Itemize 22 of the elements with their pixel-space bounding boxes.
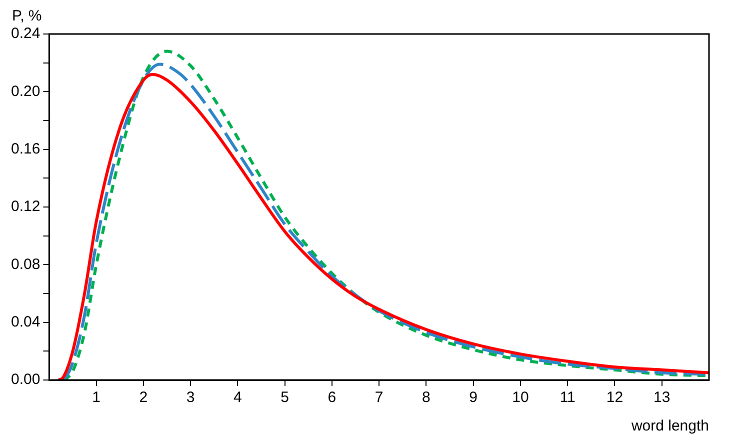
y-tick-label: 0.24 [10,25,40,42]
y-tick-label: 0.12 [10,198,40,216]
x-tick-label: 1 [92,389,100,406]
x-tick-label: 8 [422,389,430,406]
x-axis-title: word length [630,418,709,435]
x-tick-label: 2 [139,389,148,406]
x-tick-label: 4 [234,389,242,406]
y-tick-label: 0.08 [10,256,40,273]
y-tick-label: 0.04 [10,313,40,330]
y-tick-label: 0.16 [10,140,40,158]
x-tick-label: 12 [606,389,624,406]
y-tick-label: 0.20 [10,82,40,100]
y-axis-title: P, % [12,8,42,25]
x-tick-label: 7 [374,389,384,406]
y-tick-label: 0.00 [10,371,40,388]
x-tick-label: 5 [280,389,290,406]
x-tick-label: 13 [654,389,670,406]
x-tick-label: 3 [186,389,195,406]
x-tick-label: 9 [469,389,478,406]
x-tick-label: 10 [512,389,529,406]
x-tick-label: 6 [328,389,336,406]
x-tick-label: 11 [560,389,576,406]
